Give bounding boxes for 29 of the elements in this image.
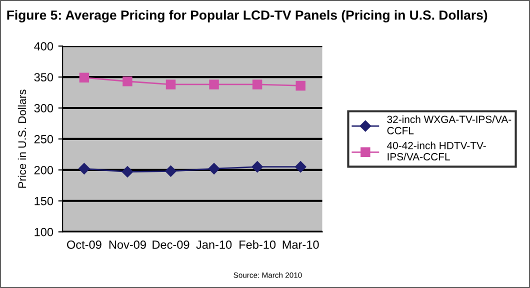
legend-label: 40-42-inch HDTV-TV-IPS/VA-CCFL <box>387 142 486 160</box>
point <box>252 80 262 90</box>
x-tick-label: Mar-10 <box>282 240 319 249</box>
y-tick-label: 350 <box>34 73 54 82</box>
y-tick-label: 100 <box>34 228 54 236</box>
point <box>165 166 176 177</box>
point <box>166 80 176 90</box>
point <box>122 76 132 86</box>
point <box>296 80 306 91</box>
y-tick-label: 300 <box>34 104 54 112</box>
x-tick-label: Feb-10 <box>240 240 276 249</box>
point <box>78 163 90 174</box>
x-tick-label: Oct-09 <box>67 240 102 249</box>
legend-label: 32-inch WXGA-TV-IPS/VA-CCFL <box>387 115 512 134</box>
point <box>252 161 263 172</box>
y-tick-label: 250 <box>34 134 54 144</box>
point <box>209 80 219 90</box>
x-tick-label: Nov-09 <box>109 240 146 249</box>
x-tick-label: Dec-09 <box>152 240 190 249</box>
point <box>208 163 220 174</box>
x-tick-label: Jan-10 <box>196 240 232 249</box>
point <box>79 72 90 83</box>
point <box>294 161 306 172</box>
y-tick-label: 200 <box>34 166 54 174</box>
y-axis-title: Price in U.S. Dollars <box>18 90 26 188</box>
y-tick-label: 150 <box>34 196 54 206</box>
point <box>122 166 134 178</box>
y-tick-label: 400 <box>34 42 54 50</box>
chart-title: Figure 5: Average Pricing for Popular LCD-TV Panels (Pricing in U.S. Dollars) <box>7 10 488 22</box>
